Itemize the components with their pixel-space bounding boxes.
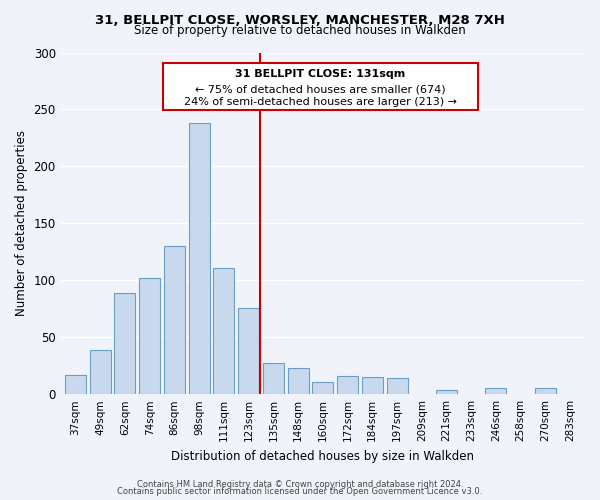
Bar xyxy=(90,350,111,394)
Text: ← 75% of detached houses are smaller (674): ← 75% of detached houses are smaller (67… xyxy=(195,84,446,94)
Text: Contains HM Land Registry data © Crown copyright and database right 2024.: Contains HM Land Registry data © Crown c… xyxy=(137,480,463,489)
Bar xyxy=(287,368,308,394)
Text: 31 BELLPIT CLOSE: 131sqm: 31 BELLPIT CLOSE: 131sqm xyxy=(235,69,406,79)
Bar xyxy=(337,376,358,394)
Bar xyxy=(313,382,334,394)
Bar xyxy=(115,293,136,394)
Bar xyxy=(188,123,209,394)
Bar xyxy=(436,390,457,394)
Bar xyxy=(386,378,407,394)
Text: 31, BELLPIT CLOSE, WORSLEY, MANCHESTER, M28 7XH: 31, BELLPIT CLOSE, WORSLEY, MANCHESTER, … xyxy=(95,14,505,27)
Bar xyxy=(65,375,86,394)
Bar xyxy=(238,308,259,394)
Bar xyxy=(485,388,506,394)
X-axis label: Distribution of detached houses by size in Walkden: Distribution of detached houses by size … xyxy=(172,450,475,462)
Text: Contains public sector information licensed under the Open Government Licence v3: Contains public sector information licen… xyxy=(118,488,482,496)
Bar xyxy=(139,278,160,394)
Bar xyxy=(535,388,556,394)
Bar xyxy=(164,246,185,394)
Bar xyxy=(362,377,383,394)
Text: 24% of semi-detached houses are larger (213) →: 24% of semi-detached houses are larger (… xyxy=(184,97,457,107)
Text: Size of property relative to detached houses in Walkden: Size of property relative to detached ho… xyxy=(134,24,466,37)
FancyBboxPatch shape xyxy=(163,63,478,110)
Y-axis label: Number of detached properties: Number of detached properties xyxy=(15,130,28,316)
Bar xyxy=(214,268,235,394)
Bar xyxy=(263,364,284,394)
